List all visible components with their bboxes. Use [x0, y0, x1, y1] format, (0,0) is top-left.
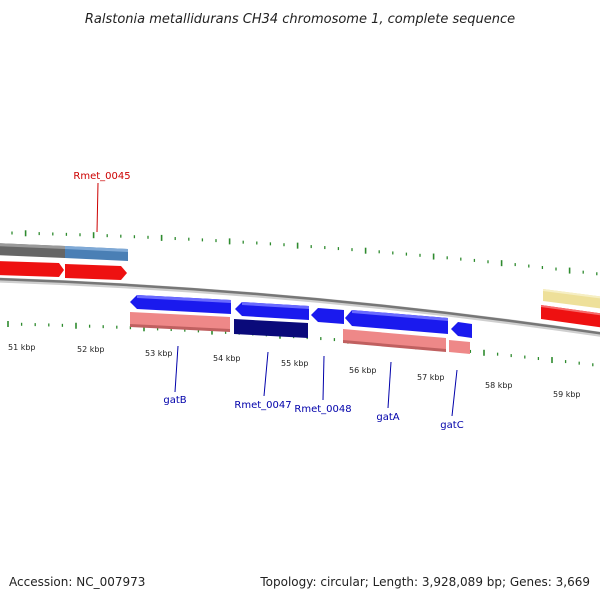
- rna-feature[interactable]: [343, 329, 446, 350]
- rna-feature-shadow: [343, 340, 446, 352]
- map-title: Ralstonia metallidurans CH34 chromosome …: [85, 12, 515, 27]
- gene-label-gatb[interactable]: gatB: [163, 395, 186, 406]
- connector-gatb: [174, 345, 179, 393]
- gene-feature-rmet-0048[interactable]: [311, 308, 344, 324]
- connector-rmet-0048: [322, 355, 325, 401]
- gene-label-rmet-0048[interactable]: Rmet_0048: [294, 404, 351, 415]
- gene-label-rmet-0047[interactable]: Rmet_0047: [234, 400, 291, 411]
- gene-feature-gatb-highlight: [137, 295, 231, 303]
- cds-feature[interactable]: [541, 305, 600, 316]
- ruler-label: 56 kbp: [349, 366, 377, 375]
- ruler-label: 54 kbp: [213, 354, 241, 363]
- gene-feature[interactable]: [0, 243, 65, 249]
- chromosome-backbone-core: [0, 277, 600, 335]
- gene-label-gatc[interactable]: gatC: [440, 420, 463, 431]
- gene-feature[interactable]: [543, 289, 600, 299]
- ruler-label: 51 kbp: [8, 343, 36, 352]
- gene-feature-gatc[interactable]: [451, 322, 472, 338]
- gene-label-gata[interactable]: gatA: [376, 412, 399, 423]
- gene-feature-rmet-0047-highlight: [242, 302, 309, 309]
- rna-feature-shadow: [130, 324, 230, 332]
- ruler-label: 53 kbp: [145, 349, 173, 358]
- reverse-features: [130, 295, 472, 354]
- gene-label-rmet-0045[interactable]: Rmet_0045: [73, 171, 130, 182]
- gene-feature[interactable]: [543, 289, 600, 309]
- connector-gatc: [451, 369, 458, 417]
- accession-text: Accession: NC_007973: [9, 575, 146, 589]
- rna-feature-gatc[interactable]: [449, 340, 470, 354]
- gene-labels: Rmet_0045 gatB Rmet_0047 Rmet_0048 gatA …: [73, 171, 463, 431]
- gene-feature-gata-highlight: [352, 310, 448, 321]
- cds-arrow[interactable]: [65, 264, 127, 280]
- connector-rmet-0047: [263, 351, 269, 397]
- ruler-label: 58 kbp: [485, 381, 513, 390]
- forward-features: [0, 243, 600, 328]
- ruler-label: 57 kbp: [417, 373, 445, 382]
- connector-rmet-0045: [96, 182, 99, 233]
- connector-gata: [387, 361, 392, 409]
- ruler-label: 59 kbp: [553, 390, 581, 399]
- cds-feature[interactable]: [541, 305, 600, 328]
- ruler-label: 52 kbp: [77, 345, 105, 354]
- ruler-ticks-top: [11, 230, 598, 276]
- cds-arrow[interactable]: [0, 261, 64, 277]
- label-connectors: [96, 182, 458, 417]
- topology-text: Topology: circular; Length: 3,928,089 bp…: [260, 575, 590, 589]
- cds-feature-dark[interactable]: [234, 319, 308, 338]
- ruler-labels: 51 kbp 52 kbp 53 kbp 54 kbp 55 kbp 56 kb…: [8, 343, 581, 399]
- gene-feature-rmet-0045-highlight: [65, 246, 128, 252]
- ruler-label: 55 kbp: [281, 359, 309, 368]
